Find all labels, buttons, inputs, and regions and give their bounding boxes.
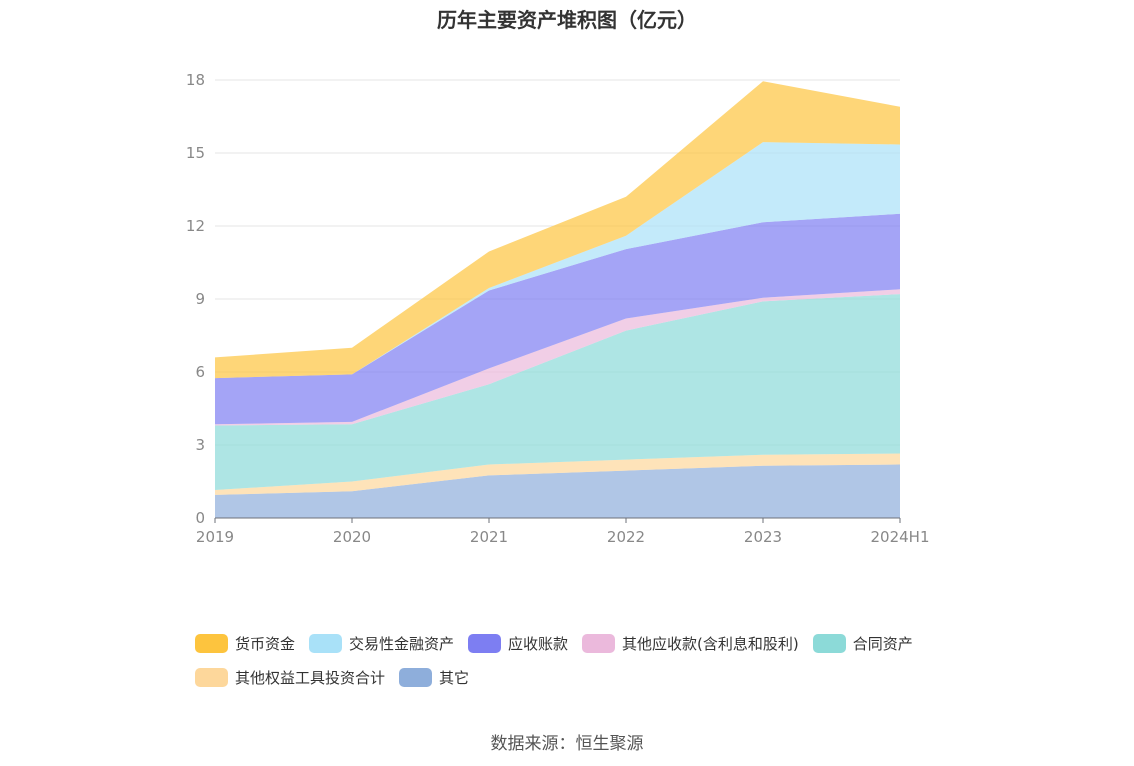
stacked-area-chart: 0 3 6 9 12 15 18 2019 2020 2021 2022 2023 2024H1	[186, 71, 930, 546]
legend-label: 货币资金	[235, 634, 296, 653]
area-series-合同资产	[215, 294, 900, 490]
chart-legend: 货币资金 交易性金融资产 应收账款 其他应收款(含利息和股利) 合同资产其他权益工具投资…	[195, 631, 955, 699]
y-tick-label: 12	[186, 217, 205, 235]
legend-swatch	[195, 633, 228, 653]
y-tick-label: 18	[186, 71, 205, 89]
y-tick-label: 3	[195, 436, 205, 454]
x-tick-label: 2022	[607, 528, 645, 546]
x-tick-label: 2019	[196, 528, 234, 546]
y-tick-label: 15	[186, 144, 205, 162]
legend-label: 应收账款	[508, 634, 569, 653]
legend-label: 合同资产	[852, 634, 913, 653]
y-tick-label: 0	[195, 509, 205, 527]
area-series-其他权益工具投资合计	[215, 453, 900, 495]
legend-label: 交易性金融资产	[349, 634, 455, 653]
area-series	[215, 81, 900, 518]
legend-swatch	[812, 633, 846, 653]
data-source-note: 数据来源：恒生聚源	[490, 734, 644, 754]
legend-label: 其他权益工具投资合计	[235, 668, 386, 687]
legend-label: 其它	[439, 668, 470, 687]
chart-title: 历年主要资产堆积图（亿元）	[437, 8, 697, 32]
legend-swatch	[582, 633, 616, 653]
legend-item[interactable]: 货币资金	[195, 631, 295, 655]
x-tick-label: 2020	[333, 528, 371, 546]
legend-item[interactable]: 其它	[399, 665, 469, 689]
x-tick-label: 2023	[744, 528, 782, 546]
legend-swatch	[195, 667, 228, 687]
legend-swatch	[468, 633, 502, 653]
area-series-其他应收款(含利息和股利)	[215, 289, 900, 426]
area-series-其它	[215, 464, 900, 518]
legend-label: 其他应收款(含利息和股利)	[622, 634, 799, 653]
legend-swatch	[309, 633, 343, 653]
y-tick-label: 6	[195, 363, 205, 381]
area-series-货币资金	[215, 81, 900, 379]
legend-swatch	[399, 667, 433, 687]
axes: 0 3 6 9 12 15 18 2019 2020 2021 2022 2023 2024H1	[186, 71, 930, 546]
legend-item[interactable]: 交易性金融资产	[309, 631, 454, 655]
area-series-应收账款	[215, 213, 900, 425]
x-tick-label: 2024H1	[871, 528, 930, 546]
x-tick-label: 2021	[470, 528, 508, 546]
area-series-交易性金融资产	[215, 142, 900, 379]
legend-item[interactable]: 其他权益工具投资合计	[195, 665, 385, 689]
legend-item[interactable]: 其他应收款(含利息和股利)	[582, 631, 799, 655]
y-tick-label: 9	[195, 290, 205, 308]
legend-item[interactable]: 应收账款	[468, 631, 568, 655]
legend-item[interactable]: 合同资产	[812, 631, 913, 655]
